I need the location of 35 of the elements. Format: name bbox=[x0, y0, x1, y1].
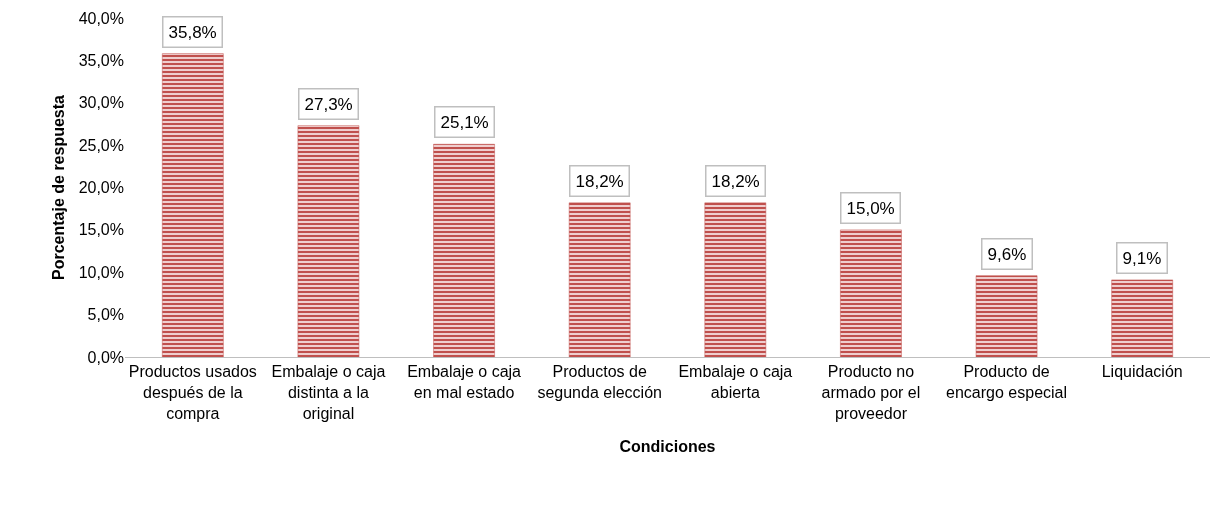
y-tick-label: 35,0% bbox=[78, 51, 124, 69]
x-tick-label: Productos usados después de la compra bbox=[128, 363, 257, 422]
y-tick-label: 15,0% bbox=[78, 221, 124, 239]
x-tick-label: Producto no armado por el proveedor bbox=[821, 363, 921, 422]
data-label: 18,2% bbox=[711, 171, 760, 191]
data-label: 18,2% bbox=[575, 171, 624, 191]
y-axis-title: Porcentaje de respuesta bbox=[49, 94, 67, 280]
bar bbox=[704, 202, 767, 357]
x-axis-title: Condiciones bbox=[619, 438, 716, 456]
data-label: 9,1% bbox=[1122, 248, 1162, 268]
data-label: 9,6% bbox=[987, 244, 1027, 264]
bar bbox=[840, 229, 902, 357]
bar bbox=[975, 275, 1038, 357]
bar bbox=[1111, 279, 1173, 357]
data-label: 25,1% bbox=[440, 112, 489, 132]
x-tick-label: Producto de encargo especial bbox=[946, 363, 1068, 401]
bar bbox=[568, 202, 631, 357]
y-tick-label: 10,0% bbox=[78, 263, 124, 281]
x-tick-label: Embalaje o caja distinta a la original bbox=[271, 363, 386, 422]
x-tick-label: Embalaje o caja en mal estado bbox=[407, 363, 522, 401]
y-tick-label: 25,0% bbox=[78, 136, 124, 154]
bar bbox=[162, 53, 224, 357]
y-tick-label: 5,0% bbox=[87, 306, 124, 324]
bar bbox=[297, 125, 360, 357]
x-tick-label: Liquidación bbox=[1101, 363, 1183, 381]
data-label: 27,3% bbox=[304, 94, 353, 114]
x-tick-label: Productos de segunda elección bbox=[537, 363, 662, 401]
data-label: 15,0% bbox=[846, 198, 895, 218]
bar bbox=[433, 144, 495, 357]
y-tick-label: 20,0% bbox=[78, 179, 124, 197]
x-tick-label: Embalaje o caja abierta bbox=[678, 363, 793, 401]
y-tick-label: 30,0% bbox=[78, 94, 124, 112]
y-tick-label: 40,0% bbox=[78, 9, 124, 27]
data-label: 35,8% bbox=[168, 22, 217, 42]
y-tick-label: 0,0% bbox=[87, 348, 124, 366]
